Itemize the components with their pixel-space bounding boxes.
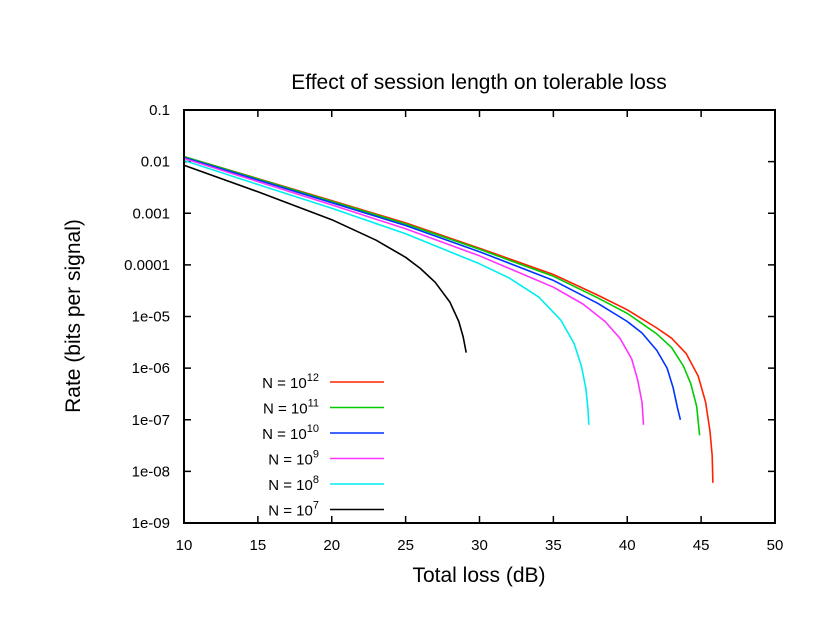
plot-frame [183,109,776,524]
x-tick-label: 50 [767,537,784,554]
y-tick-label: 1e-09 [132,515,170,532]
legend-label-exponent: 11 [308,398,319,410]
legend-label-base: N = 10 [268,477,313,494]
x-axis-label: Total loss (dB) [412,564,545,587]
x-tick-label: 35 [545,537,562,554]
x-tick-labels: 10 15 20 25 30 35 40 45 50 [176,537,784,554]
legend-label: N = 108 [268,474,319,494]
legend-label-exponent: 9 [313,449,319,461]
x-tick-label: 45 [693,537,710,554]
legend-label: N = 1011 [263,398,319,418]
chart-title: Effect of session length on tolerable lo… [291,71,667,94]
y-tick-label: 1e-06 [132,360,170,377]
legend-label-exponent: 7 [313,500,319,512]
y-tick-label: 0.1 [149,102,170,119]
x-tick-label: 40 [619,537,636,554]
y-tick-labels: 0.1 0.01 0.001 0.0001 1e-05 1e-06 1e-07 1e-08 1e… [124,102,170,532]
x-tick-label: 10 [176,537,193,554]
y-tick-label: 0.001 [132,205,170,222]
series-line [183,156,682,420]
legend-label-base: N = 10 [268,503,313,520]
legend-label: N = 1012 [262,372,319,392]
x-tick-label: 20 [323,537,340,554]
series-line [183,155,701,436]
series-line [183,157,645,425]
y-tick-label: 1e-08 [132,463,170,480]
legend-label-base: N = 10 [268,452,313,469]
series-line [183,164,467,353]
y-axis-label: Rate (bits per signal) [62,219,85,413]
legend-label-base: N = 10 [262,375,307,392]
y-tick-label: 0.0001 [124,257,170,274]
x-tick-label: 15 [250,537,267,554]
y-tick-label: 1e-05 [132,309,170,326]
legend-label-base: N = 10 [263,401,308,418]
x-tick-label: 25 [397,537,414,554]
legend-label: N = 1010 [262,423,319,443]
series-line [183,159,590,425]
legend-label: N = 107 [268,500,319,520]
y-tick-label: 1e-07 [132,412,170,429]
x-tick-label: 30 [471,537,488,554]
legend-label: N = 109 [268,449,319,469]
y-tick-label: 0.01 [141,154,170,171]
legend-label-exponent: 8 [313,474,319,486]
legend-label-exponent: 12 [307,372,319,384]
legend-label-exponent: 10 [307,423,319,435]
series-line [183,155,714,483]
legend-label-base: N = 10 [262,426,307,443]
series-lines [183,155,714,483]
